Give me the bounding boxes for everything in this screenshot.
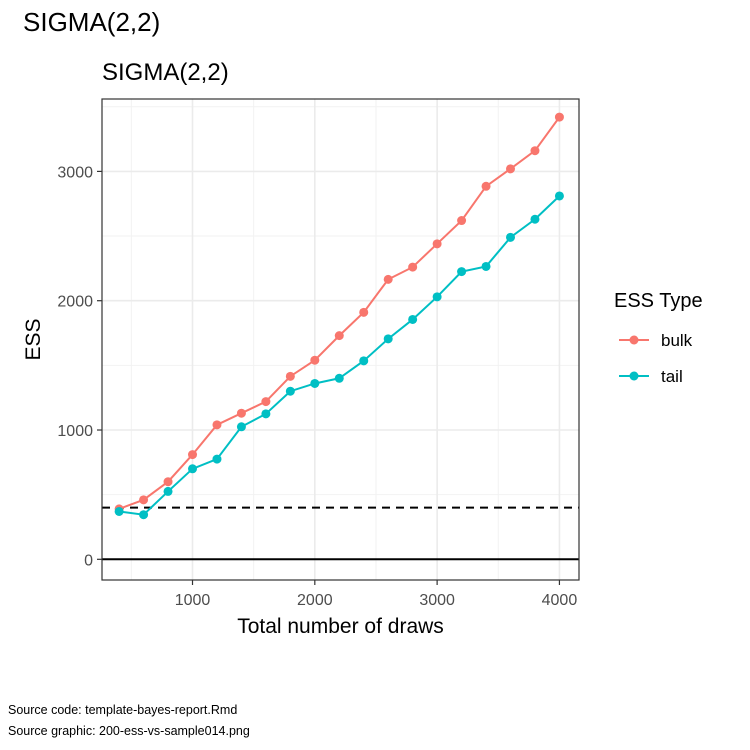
legend-title: ESS Type [614, 290, 703, 312]
data-point-tail [163, 486, 173, 496]
x-tick-label: 4000 [542, 592, 578, 609]
data-point-bulk [457, 216, 467, 226]
data-point-bulk [188, 450, 198, 460]
chart-title: SIGMA(2,2) [102, 59, 229, 86]
series-tail [114, 191, 564, 520]
data-point-tail [506, 232, 516, 242]
y-axis-label: ESS [22, 318, 45, 360]
data-point-bulk [359, 307, 369, 317]
data-point-tail [114, 506, 124, 516]
data-point-tail [261, 409, 271, 419]
x-tick-label: 3000 [419, 592, 455, 609]
legend-swatch-dot-bulk [629, 335, 639, 345]
data-point-bulk [481, 181, 491, 191]
plot-border [101, 98, 580, 581]
data-point-bulk [554, 112, 564, 122]
legend-label-tail: tail [661, 367, 683, 386]
y-tick-label: 0 [84, 552, 93, 569]
data-point-tail [139, 510, 149, 520]
source-code-note: Source code: template-bayes-report.Rmd [8, 703, 238, 717]
data-point-tail [481, 261, 491, 271]
data-point-bulk [139, 495, 149, 505]
data-point-tail [212, 454, 222, 464]
data-point-bulk [212, 420, 222, 430]
data-point-bulk [506, 164, 516, 174]
y-tick-label: 3000 [57, 164, 93, 181]
page-title: SIGMA(2,2) [23, 7, 161, 37]
data-point-tail [408, 314, 418, 324]
source-graphic-note: Source graphic: 200-ess-vs-sample014.png [8, 724, 250, 738]
data-point-tail [236, 422, 246, 432]
series-bulk [114, 112, 564, 514]
legend [619, 335, 649, 381]
data-point-bulk [432, 239, 442, 249]
data-point-tail [310, 378, 320, 388]
legend-swatch-dot-tail [629, 371, 639, 381]
data-point-bulk [530, 146, 540, 156]
data-point-bulk [285, 371, 295, 381]
data-point-bulk [408, 262, 418, 272]
data-point-bulk [261, 397, 271, 407]
x-axis-label: Total number of draws [237, 615, 444, 638]
data-point-tail [432, 292, 442, 302]
data-point-tail [383, 334, 393, 344]
x-tick-label: 1000 [175, 592, 211, 609]
data-point-tail [554, 191, 564, 201]
data-point-bulk [383, 274, 393, 284]
data-point-tail [530, 214, 540, 224]
y-tick-label: 2000 [57, 294, 93, 311]
data-point-bulk [163, 477, 173, 487]
data-point-bulk [236, 408, 246, 418]
data-point-tail [285, 386, 295, 396]
data-point-tail [359, 356, 369, 366]
data-point-bulk [310, 355, 320, 365]
data-point-tail [188, 464, 198, 474]
data-point-tail [457, 267, 467, 277]
data-point-tail [334, 373, 344, 383]
x-tick-label: 2000 [297, 592, 333, 609]
chart-svg: 1000 2000 3000 4000 0 1000 2000 3000 SIGMA(2,2) T… [22, 59, 703, 638]
legend-label-bulk: bulk [661, 331, 693, 350]
footer: Source code: template-bayes-report.Rmd S… [8, 700, 250, 742]
y-tick-label: 1000 [57, 423, 93, 440]
ess-chart: 1000 2000 3000 4000 0 1000 2000 3000 SIGMA(2,2) T… [22, 59, 703, 638]
data-point-bulk [334, 331, 344, 341]
